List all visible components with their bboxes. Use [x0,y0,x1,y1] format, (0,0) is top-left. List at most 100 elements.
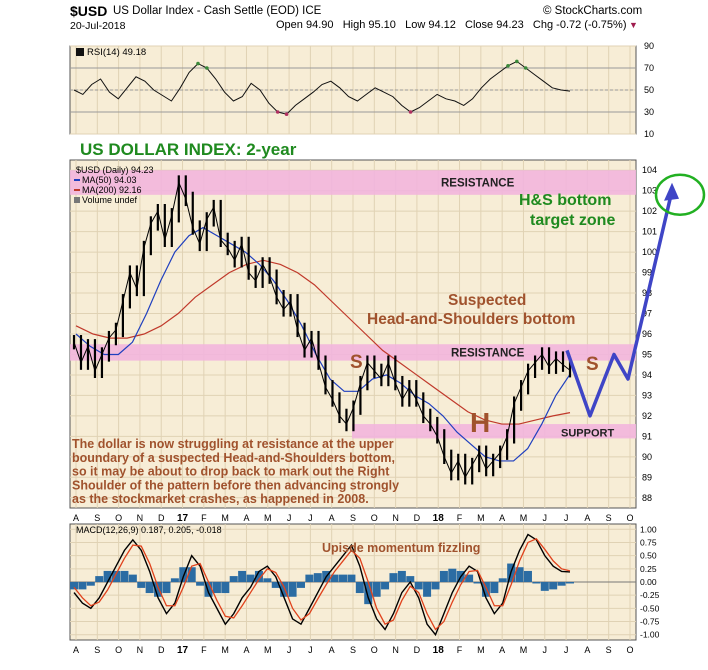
macd-x-tick: F [457,645,463,655]
macd-histogram-bar [414,582,423,590]
macd-histogram-bar [364,582,373,605]
rsi-line [73,60,571,115]
price-x-tick: A [329,513,335,523]
macd-x-tick: J [308,645,313,655]
macd-x-tick: N [392,645,399,655]
macd-histogram-bar [389,573,398,582]
macd-tick-label: 1.00 [640,524,657,534]
commentary-line: as the stockmarket crashes, as happened … [72,492,369,506]
support-label: SUPPORT [561,427,614,439]
macd-histogram-bar [515,567,524,582]
macd-histogram-bar [498,578,507,582]
macd-x-tick: A [243,645,249,655]
macd-histogram-bar [95,576,104,582]
price-x-tick: A [243,513,249,523]
macd-x-tick: M [264,645,272,655]
ohlc-readout: Open 94.90 High 95.10 Low 94.12 Close 94… [276,19,638,31]
high-label: High [342,19,366,31]
macd-histogram-bar [170,578,179,582]
price-x-tick: F [201,513,207,523]
price-tick-label: 103 [642,186,657,196]
macd-x-tick: 17 [177,645,189,656]
price-tick-label: 89 [642,472,652,482]
macd-x-tick: J [287,645,292,655]
chg-label: Chg [532,19,554,31]
macd-histogram-bar [397,570,406,582]
macd-x-tick: S [606,645,612,655]
price-x-tick: J [308,513,313,523]
commentary-line: so it may be about to drop back to mark … [72,465,390,479]
macd-histogram-bar [381,582,390,590]
macd-histogram-bar [120,570,129,582]
symbol-label: $USD [70,3,108,19]
macd-x-tick: M [477,645,485,655]
macd-histogram-bar [162,582,171,594]
price-tick-label: 101 [642,227,657,237]
macd-x-tick: A [73,645,79,655]
macd-x-tick: A [329,645,335,655]
macd-x-tick: 18 [433,645,445,656]
rsi-oversold-point [284,112,289,116]
brand-label: © StockCharts.com [543,5,643,17]
macd-histogram-bar [86,582,95,586]
macd-tick-label: 0.25 [640,564,657,574]
price-tick-label: 102 [642,206,657,216]
price-x-tick: S [350,513,356,523]
price-x-tick: D [158,513,165,523]
macd-histogram-bar [187,567,196,582]
price-x-tick: D [414,513,421,523]
price-tick-label: 104 [642,165,657,175]
price-x-tick: A [584,513,590,523]
resistance-top-label: RESISTANCE [441,178,515,190]
projection-arrowhead [664,182,679,201]
rsi-tick-label: 70 [644,63,654,73]
left-shoulder-label: S [350,352,363,373]
price-x-tick: M [477,513,485,523]
close-value: 94.23 [496,19,524,31]
price-x-tick: 17 [177,513,189,524]
macd-x-tick: O [626,645,633,655]
macd-histogram-bar [221,582,230,594]
price-x-tick: O [115,513,122,523]
macd-histogram-bar [406,576,415,582]
price-legend-volume: Volume undef [82,195,138,205]
macd-tick-label: -1.00 [640,630,660,640]
macd-histogram-bar [179,567,188,582]
macd-x-tick: O [371,645,378,655]
macd-annotation: Upisde momentum fizzling [322,541,480,555]
macd-x-tick: M [520,645,528,655]
target-zone-label-1: H&S bottom [519,192,611,209]
price-x-tick: S [606,513,612,523]
rsi-overbought-point [205,66,209,70]
macd-tick-label: 0.00 [640,577,657,587]
macd-histogram-bar [431,582,440,590]
target-ellipse [654,173,706,217]
macd-x-tick: A [499,645,505,655]
macd-histogram-bar [330,574,339,582]
macd-histogram-bar [532,582,541,584]
instrument-name: US Dollar Index - Cash Settle (EOD) ICE [113,5,322,17]
macd-histogram-bar [296,582,305,588]
price-x-tick: J [543,513,548,523]
macd-x-tick: O [115,645,122,655]
macd-histogram-bar [70,582,78,590]
macd-x-tick: N [137,645,144,655]
rsi-tick-label: 50 [644,85,654,95]
macd-histogram-bar [154,582,163,597]
macd-line [73,533,571,637]
macd-histogram-bar [112,570,121,582]
macd-histogram-bar [423,582,432,597]
price-x-tick: A [499,513,505,523]
macd-x-tick: F [201,645,207,655]
macd-x-tick: J [543,645,548,655]
macd-histogram-bar [355,582,364,594]
macd-legend: MACD(12,26,9) 0.187, 0.205, -0.018 [76,525,222,535]
macd-histogram-bar [229,576,238,582]
macd-histogram-bar [481,582,490,597]
rsi-legend-swatch [76,48,84,56]
macd-histogram-bar [204,582,213,597]
rsi-overbought-point [196,61,200,66]
macd-histogram-bar [490,582,499,594]
price-legend-usd: $USD (Daily) 94.23 [76,165,154,175]
